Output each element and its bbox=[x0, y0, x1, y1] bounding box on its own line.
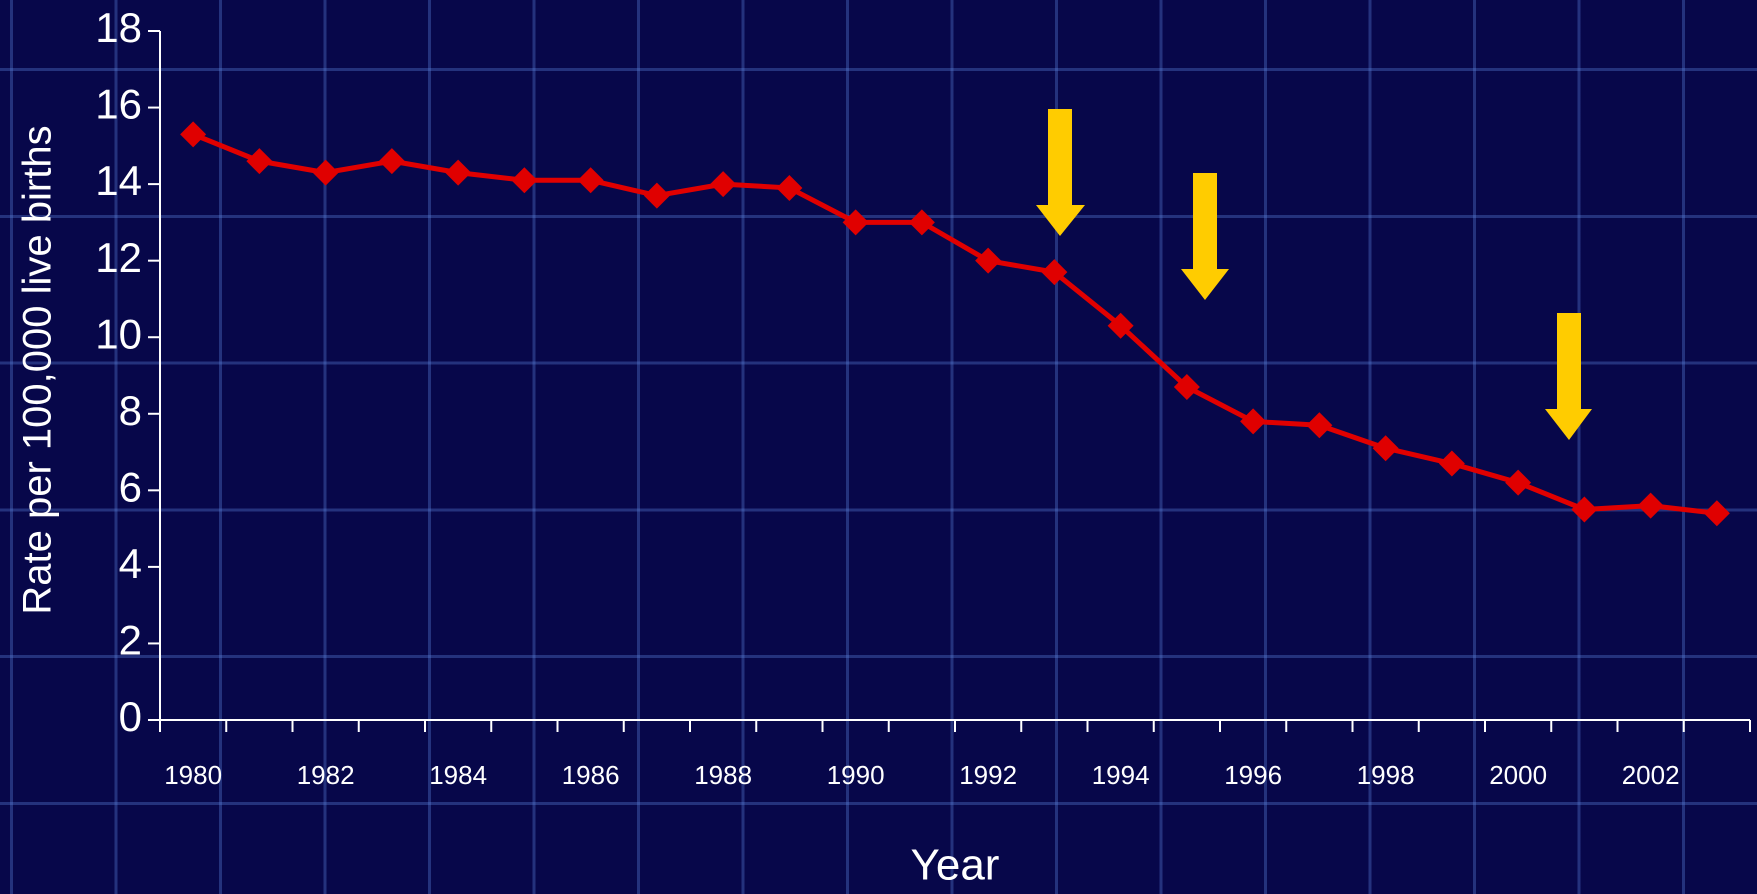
marker bbox=[577, 167, 604, 194]
y-axis-label: Rate per 100,000 live births bbox=[16, 125, 60, 614]
marker bbox=[776, 174, 803, 201]
marker bbox=[312, 159, 339, 186]
x-tick-label: 1986 bbox=[562, 760, 620, 790]
marker bbox=[378, 148, 405, 175]
y-tick-label: 12 bbox=[95, 234, 142, 281]
marker bbox=[842, 209, 869, 236]
x-tick-label: 1980 bbox=[164, 760, 222, 790]
x-tick-label: 1982 bbox=[297, 760, 355, 790]
x-axis-label: Year bbox=[911, 841, 1000, 890]
marker bbox=[908, 209, 935, 236]
marker bbox=[1372, 435, 1399, 462]
x-tick-label: 1994 bbox=[1092, 760, 1150, 790]
marker bbox=[1240, 408, 1267, 435]
marker bbox=[511, 167, 538, 194]
marker bbox=[1703, 500, 1730, 527]
x-tick-label: 1984 bbox=[429, 760, 487, 790]
annotation-arrows bbox=[1036, 109, 1592, 440]
arrow bbox=[1036, 109, 1085, 236]
marker bbox=[975, 247, 1002, 274]
x-tick-label: 1998 bbox=[1357, 760, 1415, 790]
y-tick-label: 14 bbox=[95, 157, 142, 204]
marker bbox=[1571, 496, 1598, 523]
y-tick-label: 18 bbox=[95, 4, 142, 51]
x-tick-label: 1996 bbox=[1224, 760, 1282, 790]
line bbox=[192, 132, 1718, 516]
y-tick-label: 16 bbox=[95, 81, 142, 128]
y-tick-label: 6 bbox=[119, 463, 142, 510]
marker bbox=[445, 159, 472, 186]
marker bbox=[710, 171, 737, 198]
y-tick-label: 0 bbox=[119, 693, 142, 740]
arrow bbox=[1181, 173, 1229, 300]
x-tick-label: 2000 bbox=[1489, 760, 1547, 790]
arrow bbox=[1545, 313, 1592, 440]
x-tick-label: 2002 bbox=[1622, 760, 1680, 790]
marker bbox=[1505, 469, 1532, 496]
y-tick-label: 8 bbox=[119, 387, 142, 434]
y-tick-label: 2 bbox=[119, 617, 142, 664]
y-tick-label: 10 bbox=[95, 310, 142, 357]
marker bbox=[1173, 373, 1200, 400]
x-tick-label: 1990 bbox=[827, 760, 885, 790]
x-tick-label: 1992 bbox=[959, 760, 1017, 790]
marker bbox=[180, 121, 207, 148]
marker bbox=[246, 148, 273, 175]
x-tick-label: 1988 bbox=[694, 760, 752, 790]
y-tick-label: 4 bbox=[119, 540, 142, 587]
marker bbox=[1041, 259, 1068, 286]
marker bbox=[1637, 492, 1664, 519]
marker bbox=[1107, 312, 1134, 339]
marker bbox=[1438, 450, 1465, 477]
marker bbox=[1306, 412, 1333, 439]
marker bbox=[643, 182, 670, 209]
